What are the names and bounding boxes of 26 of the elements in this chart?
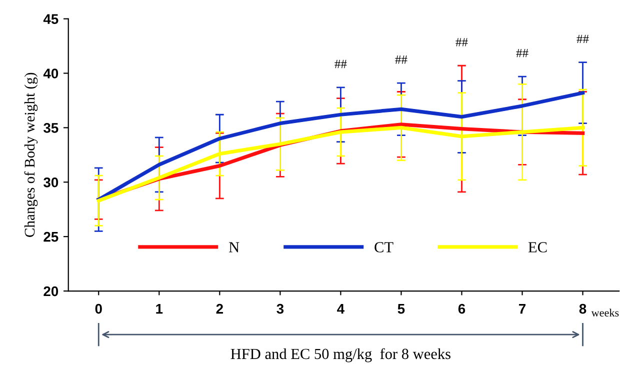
annotation: ##: [516, 48, 528, 58]
x-tick-label: 0: [95, 304, 102, 314]
x-axis-title: weeks: [591, 308, 619, 317]
y-tick-label: 25: [44, 232, 58, 242]
annotation: ##: [395, 56, 408, 64]
legend-label: EC: [528, 242, 547, 252]
legend-label: N: [228, 242, 240, 252]
x-tick-label: 8: [579, 304, 586, 314]
x-tick-label: 7: [518, 304, 526, 314]
x-tick-label: 6: [458, 304, 466, 314]
annotation: ##: [456, 38, 468, 46]
x-tick-label: 4: [337, 304, 344, 314]
text: HFD and EC 50 mg/kg for 8 weeks: [230, 348, 450, 362]
x-tick-label: 5: [398, 304, 405, 314]
y-tick-label: 40: [43, 68, 58, 78]
y-tick-label: 45: [43, 14, 58, 24]
y-tick-label: 30: [44, 177, 58, 188]
x-tick-label: 2: [216, 304, 223, 314]
y-tick-label: 20: [44, 286, 58, 296]
x-tick-label: 1: [156, 304, 163, 314]
legend-label: CT: [374, 242, 394, 252]
y-tick-label: 35: [44, 123, 58, 133]
x-tick-label: 3: [276, 304, 284, 314]
y-axis-title: Changes of Body weight (g): [24, 72, 38, 237]
annotation: ##: [576, 34, 589, 44]
annotation: ##: [334, 60, 347, 68]
